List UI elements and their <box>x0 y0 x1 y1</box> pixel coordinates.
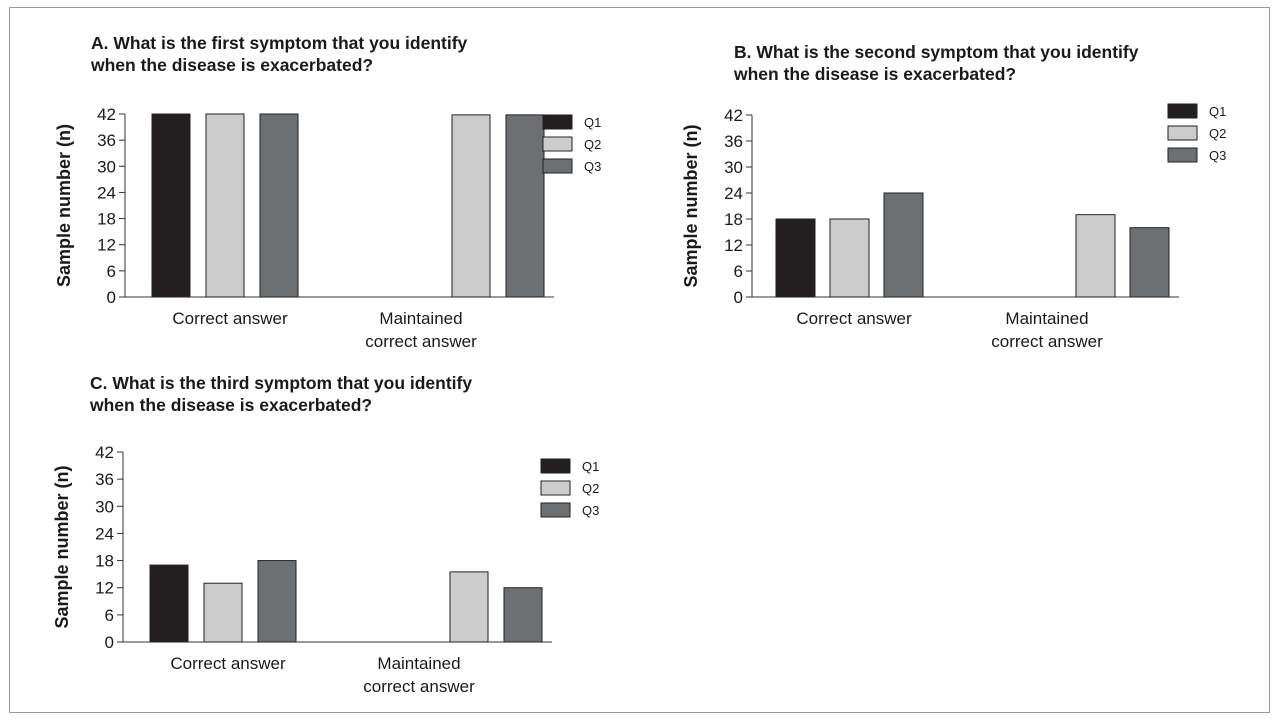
x-category-label: Maintained <box>379 309 462 328</box>
legend-label: Q3 <box>584 159 601 174</box>
chart-c: C. What is the third symptom that you id… <box>52 373 599 696</box>
y-tick-label: 6 <box>107 262 116 281</box>
x-category-label: correct answer <box>365 332 477 351</box>
bar-q3-correct-answer <box>883 192 924 298</box>
legend-swatch <box>540 480 571 496</box>
y-axis-label: Sample number (n) <box>54 124 74 287</box>
x-category-label: correct answer <box>991 332 1103 351</box>
bar-q2-correct-answer <box>205 113 245 298</box>
y-tick-label: 12 <box>95 579 114 598</box>
y-tick-label: 18 <box>97 210 116 229</box>
y-tick-label: 6 <box>734 262 743 281</box>
bar-q1-correct-answer <box>151 113 191 298</box>
x-category-label: Correct answer <box>172 309 288 328</box>
legend-label: Q1 <box>582 459 599 474</box>
x-category-label: Correct answer <box>170 654 286 673</box>
y-tick-label: 0 <box>105 633 114 652</box>
chart-title: C. What is the third symptom that you id… <box>90 373 472 393</box>
x-category-label: Maintained <box>1005 309 1088 328</box>
y-tick-label: 18 <box>724 210 743 229</box>
x-category-label: correct answer <box>363 677 475 696</box>
y-tick-label: 12 <box>724 236 743 255</box>
y-tick-label: 18 <box>95 552 114 571</box>
chart-title: when the disease is exacerbated? <box>733 64 1016 84</box>
bar-q2-correct-answer <box>203 582 243 643</box>
chart-title: when the disease is exacerbated? <box>89 395 372 415</box>
y-tick-label: 36 <box>95 470 114 489</box>
legend-swatch <box>542 136 573 152</box>
y-tick-label: 30 <box>724 158 743 177</box>
x-category-label: Maintained <box>377 654 460 673</box>
legend-label: Q3 <box>582 503 599 518</box>
y-tick-label: 42 <box>95 443 114 462</box>
bar-q1-correct-answer <box>149 564 189 643</box>
y-tick-label: 0 <box>734 288 743 307</box>
y-tick-label: 36 <box>724 132 743 151</box>
y-tick-label: 6 <box>105 606 114 625</box>
legend-label: Q1 <box>1209 104 1226 119</box>
y-tick-label: 0 <box>107 288 116 307</box>
legend-swatch <box>542 158 573 174</box>
bar-q3-correct-answer <box>259 113 299 298</box>
bar-q2-maintained-correct-answer <box>449 571 489 643</box>
chart-title: A. What is the first symptom that you id… <box>91 33 468 53</box>
legend-label: Q2 <box>1209 126 1226 141</box>
chart-b: B. What is the second symptom that you i… <box>681 42 1226 351</box>
chart-title: B. What is the second symptom that you i… <box>734 42 1139 62</box>
bar-q2-maintained-correct-answer <box>451 114 491 298</box>
bar-q3-maintained-correct-answer <box>1129 227 1170 298</box>
legend-swatch <box>540 502 571 518</box>
chart-title: when the disease is exacerbated? <box>90 55 373 75</box>
y-tick-label: 42 <box>724 106 743 125</box>
y-tick-label: 36 <box>97 131 116 150</box>
bar-q3-maintained-correct-answer <box>505 114 545 298</box>
bar-q3-maintained-correct-answer <box>503 587 543 643</box>
bar-q2-correct-answer <box>829 218 870 298</box>
y-tick-label: 24 <box>724 184 743 203</box>
y-tick-label: 24 <box>97 183 116 202</box>
bar-q3-correct-answer <box>257 560 297 643</box>
y-tick-label: 30 <box>95 497 114 516</box>
chart-a: A. What is the first symptom that you id… <box>54 33 601 351</box>
x-category-label: Correct answer <box>796 309 912 328</box>
legend-label: Q3 <box>1209 148 1226 163</box>
y-axis-label: Sample number (n) <box>52 465 72 628</box>
legend-label: Q1 <box>584 115 601 130</box>
legend-swatch <box>1167 125 1198 141</box>
legend-label: Q2 <box>584 137 601 152</box>
legend-swatch <box>540 458 571 474</box>
y-tick-label: 30 <box>97 157 116 176</box>
legend-swatch <box>1167 147 1198 163</box>
legend-swatch <box>1167 103 1198 119</box>
y-tick-label: 12 <box>97 236 116 255</box>
bar-q1-correct-answer <box>775 218 816 298</box>
y-axis-label: Sample number (n) <box>681 124 701 287</box>
y-tick-label: 42 <box>97 105 116 124</box>
y-tick-label: 24 <box>95 524 114 543</box>
legend-swatch <box>542 114 573 130</box>
legend-label: Q2 <box>582 481 599 496</box>
bar-q2-maintained-correct-answer <box>1075 214 1116 298</box>
